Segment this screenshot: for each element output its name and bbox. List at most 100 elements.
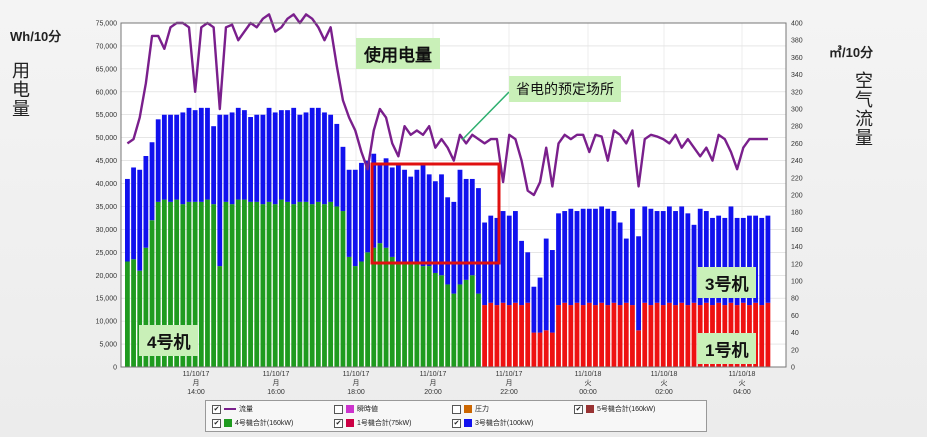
- bar-unit3: [722, 217, 728, 306]
- left-tick-label: 60,000: [96, 89, 118, 96]
- x-tick-label: 20:00: [424, 389, 442, 396]
- bar-unit1: [642, 302, 648, 367]
- bar-unit1: [660, 305, 666, 367]
- x-tick-label: 月: [430, 379, 437, 387]
- bar-unit4: [242, 199, 247, 367]
- left-tick-label: 10,000: [96, 319, 118, 326]
- bar-unit3: [278, 110, 284, 200]
- legend-checkbox[interactable]: ✔: [574, 404, 583, 414]
- x-tick-label: 火: [585, 379, 592, 387]
- bar-unit3: [248, 117, 253, 202]
- right-tick-label: 0: [791, 365, 795, 372]
- bar-unit4: [211, 204, 217, 367]
- unit3-label: 3号机: [697, 267, 757, 298]
- legend-item-pressure[interactable]: 圧力: [452, 404, 489, 414]
- right-tick-label: 140: [791, 244, 803, 251]
- bar-unit3: [426, 174, 432, 267]
- bar-unit3: [131, 167, 136, 260]
- legend-checkbox[interactable]: ✔: [212, 418, 221, 428]
- bar-unit3: [519, 240, 524, 306]
- bar-unit3: [161, 114, 167, 200]
- bar-unit3: [476, 188, 481, 294]
- bar-unit3: [574, 211, 580, 303]
- legend-label: 4号機合計(160kW): [235, 420, 294, 427]
- left-tick-label: 0: [113, 365, 117, 372]
- legend-label: 流量: [239, 406, 253, 413]
- bar-unit4: [278, 199, 284, 367]
- right-tick-label: 340: [791, 72, 803, 79]
- legend-checkbox[interactable]: ✔: [334, 418, 343, 428]
- bar-unit3: [309, 107, 315, 205]
- bar-unit1: [531, 332, 537, 367]
- right-axis-char: 量: [855, 128, 873, 148]
- legend-checkbox[interactable]: [334, 404, 343, 414]
- bar-unit1: [673, 305, 678, 367]
- x-tick-label: 11/10/18: [729, 371, 756, 378]
- x-tick-label: 02:00: [655, 389, 673, 396]
- bar-unit4: [174, 199, 180, 367]
- bar-unit3: [580, 208, 586, 306]
- bar-unit1: [611, 302, 617, 367]
- bar-unit1: [500, 302, 506, 367]
- bar-unit3: [242, 110, 247, 200]
- legend-item-unit3[interactable]: ✔ 3号機合計(100kW): [452, 418, 533, 428]
- legend-item-instant[interactable]: 瞬時値: [334, 404, 378, 414]
- bar-unit3: [451, 201, 457, 294]
- usage-title: 使用电量: [356, 38, 440, 69]
- bar-unit1: [482, 305, 488, 367]
- bar-unit3: [180, 112, 186, 205]
- x-tick-label: 火: [739, 379, 746, 387]
- legend-item-unit5[interactable]: ✔ 5号機合計(160kW): [574, 404, 655, 414]
- bar-unit4: [235, 199, 241, 367]
- x-tick-label: 14:00: [187, 389, 205, 396]
- bar-unit4: [451, 293, 457, 367]
- bar-unit3: [322, 112, 327, 205]
- bar-unit3: [734, 217, 740, 306]
- left-tick-label: 35,000: [96, 204, 118, 211]
- x-tick-label: 22:00: [500, 389, 518, 396]
- bar-unit4: [457, 284, 463, 367]
- bar-unit3: [611, 211, 617, 303]
- legend-label: 3号機合計(100kW): [475, 420, 534, 427]
- bar-unit3: [630, 208, 635, 306]
- bar-unit4: [205, 199, 210, 367]
- bar-unit3: [192, 110, 198, 202]
- bar-unit1: [513, 302, 518, 367]
- legend-checkbox[interactable]: [452, 404, 461, 414]
- bar-unit3: [125, 178, 130, 262]
- right-axis-char: 气: [855, 90, 873, 110]
- legend-checkbox[interactable]: ✔: [452, 418, 461, 428]
- bar-unit3: [198, 107, 204, 202]
- bar-unit1: [506, 305, 512, 367]
- bar-unit3: [377, 165, 383, 244]
- bar-unit3: [359, 162, 364, 262]
- left-axis-char: 用: [12, 61, 30, 81]
- bar-unit3: [660, 211, 666, 306]
- legend-item-flow[interactable]: ✔ 流量: [212, 404, 253, 414]
- bar-unit4: [186, 201, 192, 367]
- right-tick-label: 100: [791, 279, 803, 286]
- callout-pointer: [461, 91, 510, 141]
- right-tick-label: 20: [791, 347, 799, 354]
- legend-swatch: [224, 419, 232, 427]
- bar-unit3: [463, 178, 469, 280]
- bar-unit3: [155, 119, 161, 202]
- right-axis-title: 空 气 流 量: [854, 72, 874, 148]
- x-tick-label: 16:00: [267, 389, 285, 396]
- bar-unit4: [439, 275, 444, 367]
- bar-unit4: [414, 261, 420, 367]
- bar-unit3: [174, 114, 180, 200]
- bar-unit1: [580, 305, 586, 367]
- legend-checkbox[interactable]: ✔: [212, 404, 221, 414]
- right-tick-label: 200: [791, 193, 803, 200]
- bar-unit4: [383, 247, 389, 367]
- bar-unit3: [205, 107, 210, 200]
- bar-unit4: [229, 204, 235, 367]
- legend-label: 5号機合計(160kW): [597, 406, 656, 413]
- legend-item-unit4[interactable]: ✔ 4号機合計(160kW): [212, 418, 293, 428]
- bar-unit3: [728, 206, 734, 303]
- legend-item-unit1[interactable]: ✔ 1号機合計(75kW): [334, 418, 411, 428]
- bar-unit4: [402, 261, 407, 367]
- legend-swatch: [224, 408, 236, 410]
- bar-unit3: [747, 215, 752, 306]
